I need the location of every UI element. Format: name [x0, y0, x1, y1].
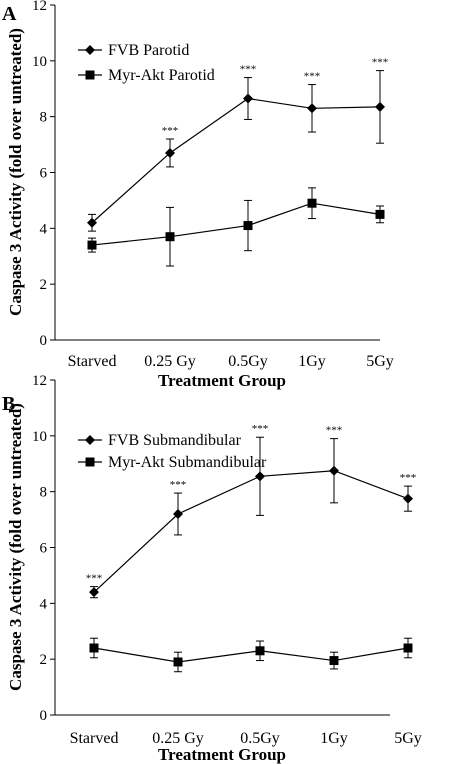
data-point-diamond	[307, 103, 317, 114]
data-point-diamond	[87, 217, 97, 228]
legend-entry: FVB Submandibular	[78, 432, 242, 449]
legend-label: Myr-Akt Parotid	[108, 67, 215, 84]
panel-letter: A	[2, 3, 17, 25]
x-axis-title: Treatment Group	[158, 371, 286, 390]
x-tick-label: 5Gy	[366, 353, 394, 370]
y-axis-title: Caspase 3 Activity (fold over untreated)	[6, 403, 25, 691]
legend-marker-square	[85, 457, 95, 467]
x-tick-label: 5Gy	[394, 730, 422, 747]
series-myr-akt-submandibular	[89, 637, 413, 673]
chart-panel-b: B 0 2 4 6 8 10 12 Starved 0.25 Gy 0.5Gy 1Gy 5Gy Treat…	[2, 373, 422, 764]
data-point-square	[255, 646, 265, 656]
significance-label: ***	[170, 479, 187, 491]
series-line	[93, 470, 409, 593]
y-tick-label: 12	[32, 373, 47, 389]
significance-label: ***	[86, 573, 103, 585]
significance-label: ***	[240, 64, 257, 76]
data-point-square	[403, 643, 413, 653]
data-point-diamond	[329, 465, 339, 476]
legend-marker-diamond	[85, 435, 95, 445]
series-line	[93, 647, 409, 663]
data-point-square	[329, 656, 339, 666]
x-tick-label: 0.5Gy	[228, 353, 268, 370]
data-point-diamond	[375, 101, 385, 112]
significance-label: ***	[304, 71, 321, 83]
y-tick-label: 6	[40, 541, 48, 557]
y-tick-label: 8	[40, 110, 48, 126]
data-point-square	[173, 657, 183, 667]
legend-entry: Myr-Akt Parotid	[78, 67, 215, 84]
significance-label: ***	[400, 472, 417, 484]
legend-label: FVB Parotid	[108, 42, 189, 59]
significance-label: ***	[252, 423, 269, 435]
x-tick-label: 1Gy	[298, 353, 326, 370]
data-point-square	[307, 198, 317, 208]
significance-label: ***	[162, 125, 179, 137]
legend-marker-square	[85, 70, 95, 80]
data-point-diamond	[165, 147, 175, 158]
legend-entry: Myr-Akt Submandibular	[78, 454, 267, 471]
data-point-diamond	[89, 587, 99, 598]
y-tick-label: 0	[40, 333, 48, 349]
y-tick-label: 2	[40, 277, 48, 293]
x-axis-title: Treatment Group	[158, 745, 286, 764]
y-tick-label: 10	[32, 54, 47, 70]
x-tick-label: 0.25 Gy	[144, 353, 196, 370]
legend-label: FVB Submandibular	[108, 432, 242, 449]
legend-marker-diamond	[85, 45, 95, 55]
data-point-diamond	[173, 509, 183, 519]
series-myr-akt-parotid	[87, 187, 385, 267]
series-fvb-parotid: *** *** *** ***	[87, 57, 388, 232]
chart-panel-a: A 0 2 4 6 8 10 12 Starved 0.25 Gy 0.5Gy 1Gy 5Gy Treat…	[2, 0, 394, 390]
data-point-square	[87, 240, 97, 250]
data-point-square	[89, 643, 99, 653]
legend-label: Myr-Akt Submandibular	[108, 454, 267, 471]
data-point-square	[375, 209, 385, 219]
y-tick-label: 4	[40, 221, 48, 237]
y-tick-label: 8	[40, 485, 48, 501]
x-tick-label: 0.25 Gy	[152, 730, 204, 747]
data-point-diamond	[403, 493, 413, 504]
data-point-diamond	[255, 471, 265, 482]
x-tick-label: 1Gy	[320, 730, 348, 747]
y-tick-label: 4	[40, 596, 48, 612]
data-point-diamond	[243, 93, 253, 104]
series-line	[91, 97, 381, 224]
x-tick-label: Starved	[70, 730, 119, 747]
y-axis-title: Caspase 3 Activity (fold over untreated)	[6, 28, 25, 316]
series-fvb-submandibular: *** *** *** *** ***	[86, 423, 417, 599]
significance-label: ***	[372, 57, 389, 69]
significance-label: ***	[326, 425, 343, 437]
data-point-square	[243, 221, 253, 231]
data-point-square	[165, 232, 175, 242]
legend-entry: FVB Parotid	[78, 42, 189, 59]
y-tick-label: 0	[40, 708, 48, 724]
x-tick-label: Starved	[68, 353, 117, 370]
y-tick-label: 12	[32, 0, 47, 14]
y-tick-label: 10	[32, 429, 47, 445]
y-tick-label: 2	[40, 652, 48, 668]
x-tick-label: 0.5Gy	[240, 730, 280, 747]
y-tick-label: 6	[40, 166, 48, 182]
panel-letter: B	[2, 393, 15, 415]
series-line	[91, 202, 381, 246]
